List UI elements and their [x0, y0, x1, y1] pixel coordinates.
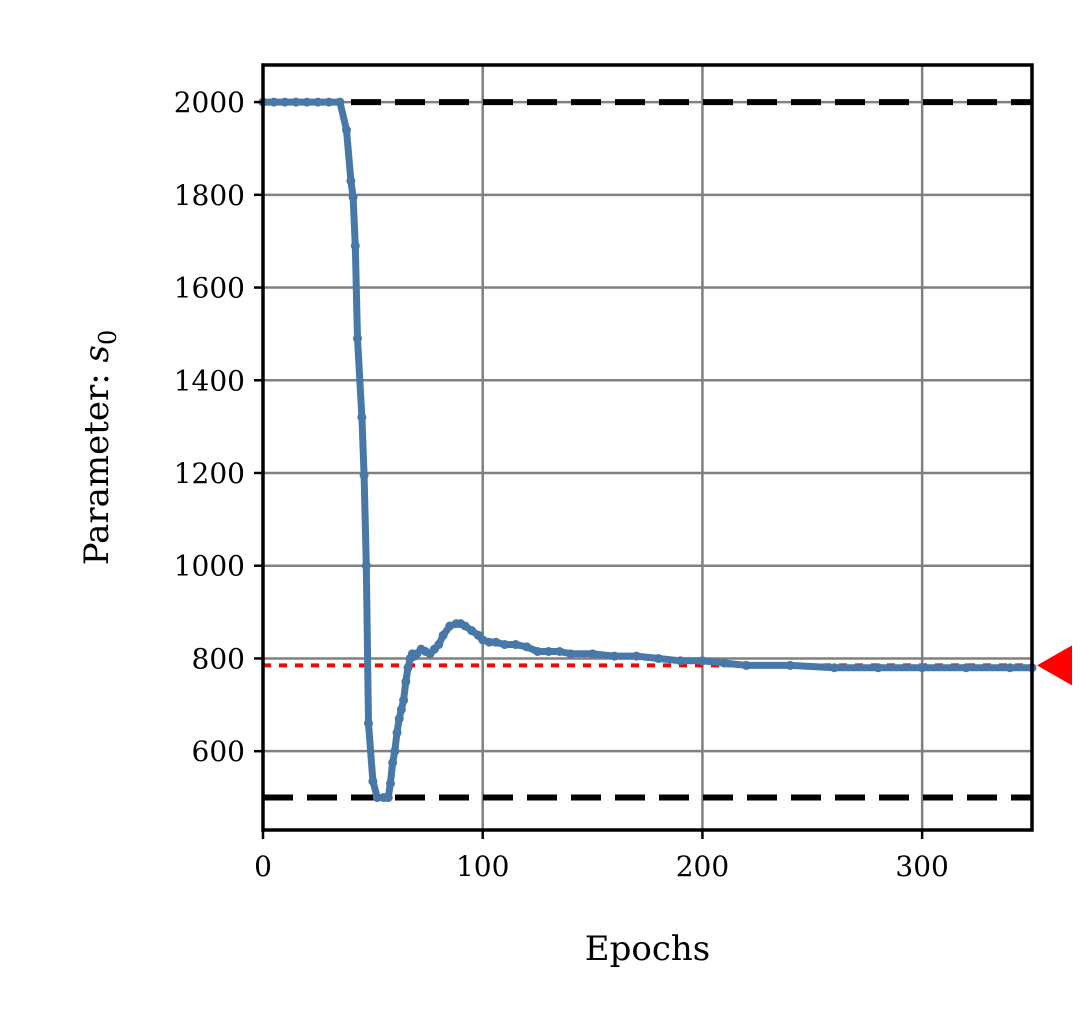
data-point: [280, 97, 290, 107]
data-point: [544, 647, 554, 656]
y-tick-label: 1400: [174, 364, 245, 397]
data-point: [610, 651, 620, 661]
reference-lines: [263, 99, 1032, 801]
data-point: [434, 640, 444, 650]
data-point: [390, 746, 400, 756]
data-point: [403, 663, 413, 673]
data-point: [350, 241, 360, 251]
data-point: [313, 97, 323, 107]
data-point: [438, 630, 448, 640]
data-point: [335, 97, 345, 107]
data-point: [533, 647, 543, 656]
data-point: [467, 626, 477, 636]
data-point: [484, 637, 494, 647]
y-ticks: 600 800 1000 1200 1400 1600 1800 2000: [174, 86, 263, 768]
data-point: [361, 561, 371, 571]
y-tick-label: 600: [192, 735, 245, 768]
data-point: [1005, 663, 1015, 673]
data-point: [368, 776, 378, 786]
data-point: [961, 663, 971, 673]
data-point: [697, 656, 707, 666]
data-point: [357, 412, 367, 422]
data-point: [348, 192, 358, 202]
data-point: [653, 653, 663, 663]
y-tick-label: 1000: [174, 550, 245, 583]
target-marker: [1037, 645, 1072, 686]
series-line: [259, 98, 1036, 801]
x-tick-label: 100: [456, 850, 509, 883]
data-point: [500, 640, 510, 650]
data-point: [291, 97, 301, 107]
data-point: [511, 640, 521, 650]
data-point: [302, 97, 312, 107]
data-point: [383, 793, 393, 803]
data-point: [396, 704, 406, 714]
data-point: [460, 621, 470, 631]
data-point: [719, 658, 729, 668]
data-point: [324, 97, 334, 107]
x-tick-label: 300: [895, 850, 948, 883]
data-point: [491, 637, 501, 647]
data-point: [632, 651, 642, 661]
data-point: [392, 728, 402, 738]
data-point: [363, 718, 373, 728]
data-point: [341, 125, 351, 135]
data-point: [352, 334, 362, 344]
data-point: [372, 793, 382, 803]
data-point: [359, 470, 369, 480]
data-point: [566, 649, 576, 659]
y-tick-label: 1200: [174, 457, 245, 490]
data-point: [917, 663, 927, 673]
data-point: [873, 663, 883, 673]
grid-lines: [261, 65, 1032, 830]
data-point: [675, 656, 685, 666]
data-point: [741, 660, 751, 670]
data-point: [555, 647, 565, 656]
data-point: [269, 97, 279, 107]
data-point: [388, 758, 398, 768]
y-tick-label: 1800: [174, 179, 245, 212]
x-ticks: 0 100 200 300: [254, 830, 949, 883]
data-point: [401, 677, 411, 687]
data-point: [399, 695, 409, 705]
y-axis-label: Parameter: s0: [77, 330, 122, 566]
series-group: [258, 97, 1037, 803]
data-point: [829, 663, 839, 673]
data-point: [385, 779, 395, 789]
data-point: [588, 649, 598, 659]
data-point: [522, 642, 532, 652]
x-tick-label: 0: [254, 850, 272, 883]
x-axis-label: Epochs: [585, 929, 710, 969]
x-tick-label: 200: [676, 850, 729, 883]
plot-frame: [261, 63, 1034, 832]
y-tick-label: 1600: [174, 272, 245, 305]
data-point: [346, 176, 356, 186]
data-point: [785, 660, 795, 670]
data-point: [394, 714, 404, 724]
y-tick-label: 2000: [174, 86, 245, 119]
y-tick-label: 800: [192, 642, 245, 675]
